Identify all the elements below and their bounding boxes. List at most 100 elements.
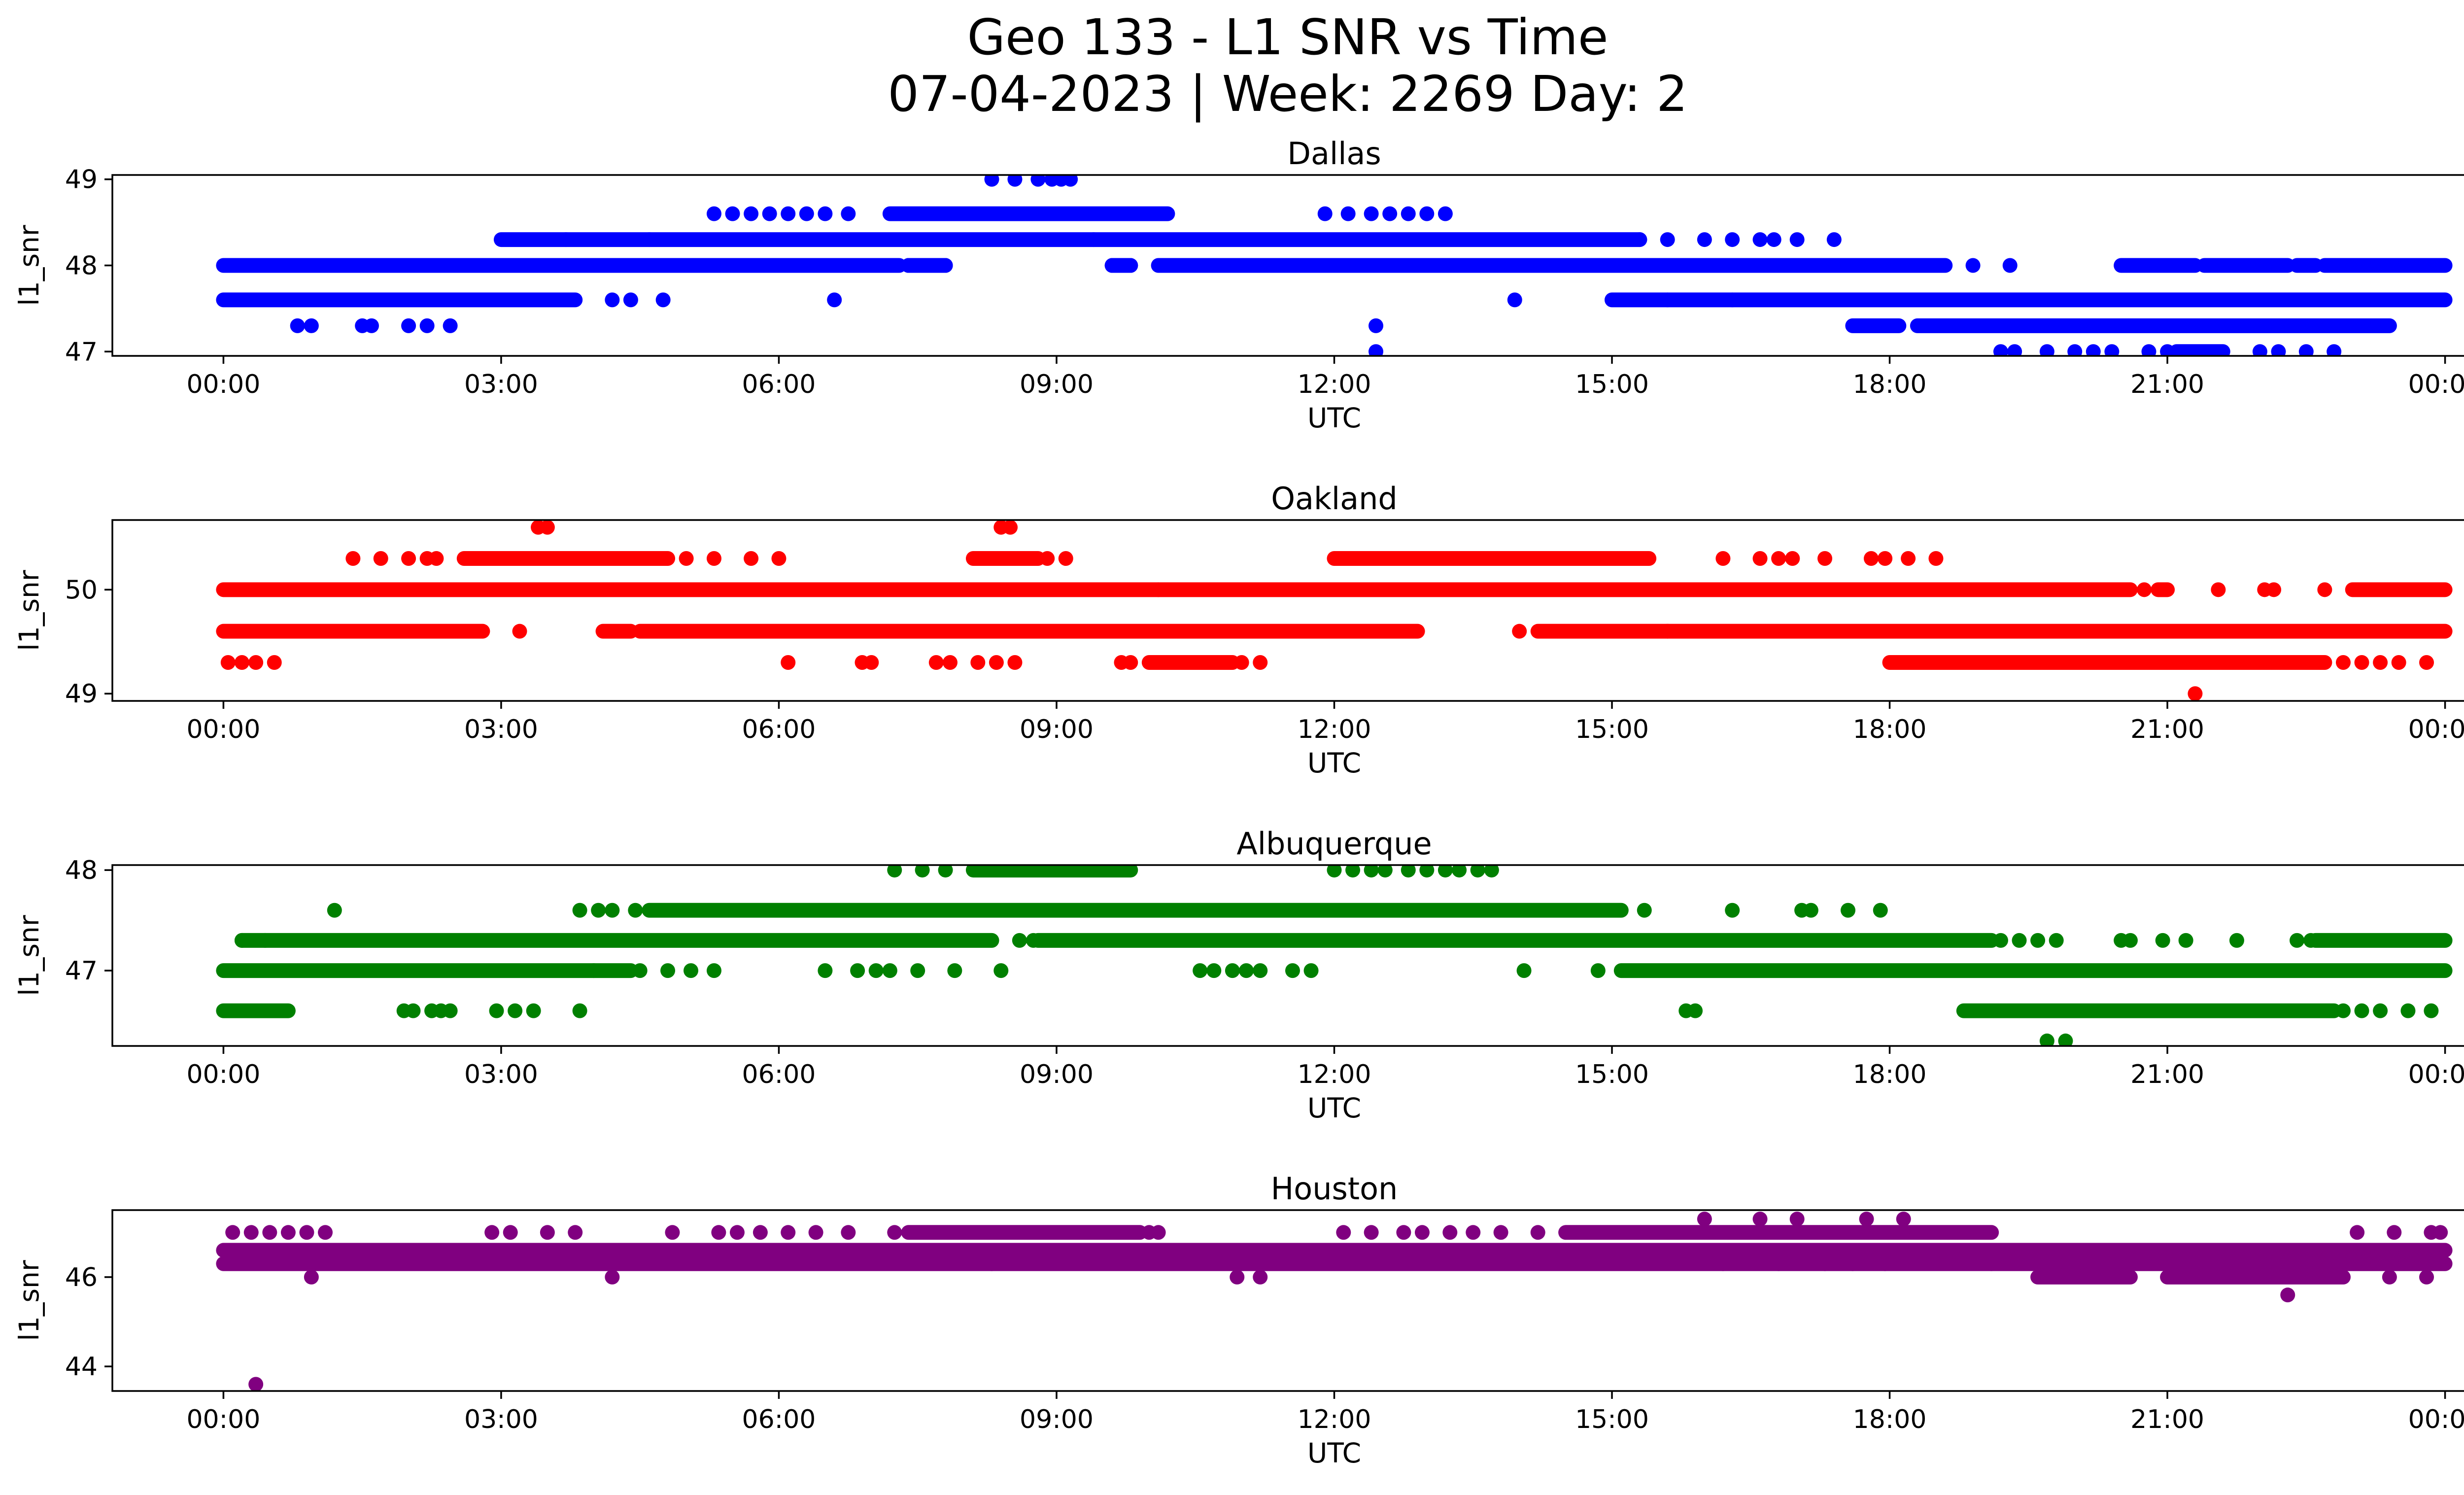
data-point-houston-40 — [1845, 1256, 1860, 1271]
data-point-albuquerque-32 — [1285, 963, 1300, 978]
data-point-houston-35 — [1859, 1212, 1874, 1227]
data-point-albuquerque-17 — [660, 963, 676, 978]
data-point-albuquerque-33 — [1303, 963, 1319, 978]
data-point-dallas-29 — [1030, 175, 1046, 187]
y-axis-label-dallas: l1_snr — [13, 225, 45, 306]
data-point-oakland-17 — [373, 551, 388, 566]
data-point-oakland-23 — [744, 551, 759, 566]
data-point-albuquerque-26 — [993, 963, 1009, 978]
data-point-albuquerque-11 — [443, 1003, 458, 1018]
data-point-dallas-8 — [623, 292, 638, 308]
data-point-dallas-21 — [1340, 206, 1356, 221]
data-point-dallas-39 — [1789, 232, 1805, 247]
data-point-oakland-37 — [1512, 624, 1527, 639]
x-tick-label: 18:00 — [1853, 1405, 1927, 1434]
data-point-albuquerque-4 — [591, 903, 606, 918]
data-point-albuquerque-75 — [2290, 933, 2305, 948]
data-point-albuquerque-43 — [1364, 865, 1379, 878]
data-point-dallas-44 — [938, 258, 953, 273]
data-point-albuquerque-73 — [2400, 1003, 2416, 1018]
x-tick-label: 09:00 — [1020, 370, 1094, 399]
data-point-houston-26 — [1442, 1225, 1458, 1240]
data-point-oakland-43 — [2211, 582, 2226, 597]
x-axis-label-houston: UTC — [1307, 1437, 1361, 1469]
data-point-houston-21 — [1151, 1225, 1166, 1240]
x-tick-label: 00:00 — [186, 715, 260, 744]
x-axis-label-dallas: UTC — [1307, 402, 1361, 434]
y-tick-label: 46 — [65, 1263, 98, 1292]
data-point-oakland-46 — [2317, 582, 2332, 597]
panel-title-albuquerque: Albuquerque — [1236, 826, 1432, 862]
y-tick-label: 47 — [65, 956, 98, 986]
data-point-albuquerque-45 — [1401, 865, 1416, 878]
data-point-houston-16 — [808, 1225, 823, 1240]
y-tick-label: 48 — [65, 856, 98, 885]
scatter-series-oakland — [216, 520, 2453, 701]
y-axis-label-houston: l1_snr — [13, 1260, 45, 1341]
data-point-albuquerque-14 — [526, 1003, 541, 1018]
data-point-houston-43 — [248, 1377, 264, 1391]
data-point-houston-39 — [1817, 1256, 1833, 1271]
data-point-houston-14 — [753, 1225, 768, 1240]
data-point-albuquerque-51 — [1637, 903, 1652, 918]
data-point-albuquerque-19 — [706, 963, 721, 978]
data-point-dallas-43 — [901, 258, 916, 273]
data-point-oakland-47 — [2335, 655, 2351, 670]
data-point-albuquerque-38 — [887, 865, 902, 878]
data-point-oakland-27 — [1715, 551, 1731, 566]
data-point-dallas-3 — [364, 318, 379, 333]
data-point-houston-48 — [2382, 1269, 2397, 1285]
data-point-albuquerque-36 — [1012, 933, 1027, 948]
x-tick-label: 03:00 — [464, 1405, 538, 1434]
panel-title-oakland: Oakland — [1271, 481, 1398, 517]
scatter-series-houston — [216, 1212, 2453, 1391]
data-point-albuquerque-13 — [508, 1003, 523, 1018]
data-point-dallas-4 — [401, 318, 416, 333]
panel-title-dallas: Dallas — [1287, 136, 1381, 172]
data-point-houston-36 — [1896, 1212, 1911, 1227]
data-point-oakland-14 — [1234, 655, 1249, 670]
data-point-houston-24 — [1396, 1225, 1411, 1240]
scatter-series-dallas — [216, 175, 2453, 356]
data-point-albuquerque-74 — [2424, 1003, 2439, 1018]
data-point-oakland-39 — [540, 520, 555, 535]
x-tick-label: 12:00 — [1298, 370, 1371, 399]
data-point-dallas-48 — [2067, 344, 2083, 356]
data-point-albuquerque-29 — [1225, 963, 1240, 978]
data-point-houston-18 — [887, 1225, 902, 1240]
data-point-oakland-21 — [679, 551, 694, 566]
data-point-houston-15 — [781, 1225, 796, 1240]
x-tick-label: 06:00 — [742, 370, 816, 399]
data-point-dallas-58 — [1369, 344, 1384, 356]
data-point-dallas-5 — [419, 318, 435, 333]
data-point-dallas-24 — [1401, 206, 1416, 221]
x-tick-label: 03:00 — [464, 1060, 538, 1089]
data-point-houston-11 — [665, 1225, 680, 1240]
data-point-oakland-16 — [345, 551, 361, 566]
data-point-dallas-55 — [2298, 344, 2314, 356]
x-tick-label: 18:00 — [1853, 370, 1927, 399]
data-point-oakland-24 — [771, 551, 787, 566]
data-point-houston-25 — [1414, 1225, 1430, 1240]
data-point-oakland-7 — [928, 655, 944, 670]
data-point-houston-23 — [1364, 1225, 1379, 1240]
x-tick-label: 03:00 — [464, 370, 538, 399]
y-tick-label: 49 — [65, 165, 98, 195]
data-point-oakland-49 — [2373, 655, 2388, 670]
data-point-oakland-4 — [781, 655, 796, 670]
data-point-albuquerque-3 — [572, 903, 587, 918]
data-point-dallas-17 — [799, 206, 814, 221]
data-point-houston-0 — [225, 1225, 240, 1240]
data-point-albuquerque-69 — [2229, 933, 2244, 948]
data-point-houston-34 — [1789, 1212, 1805, 1227]
data-point-albuquerque-62 — [2012, 933, 2027, 948]
data-point-albuquerque-54 — [1803, 903, 1818, 918]
y-tick-label: 47 — [65, 337, 98, 367]
data-point-albuquerque-1 — [257, 933, 273, 948]
data-point-albuquerque-25 — [947, 963, 962, 978]
x-tick-label: 12:00 — [1298, 1405, 1371, 1434]
data-point-oakland-10 — [989, 655, 1004, 670]
data-point-oakland-13 — [1123, 655, 1138, 670]
data-point-albuquerque-76 — [2303, 933, 2319, 948]
